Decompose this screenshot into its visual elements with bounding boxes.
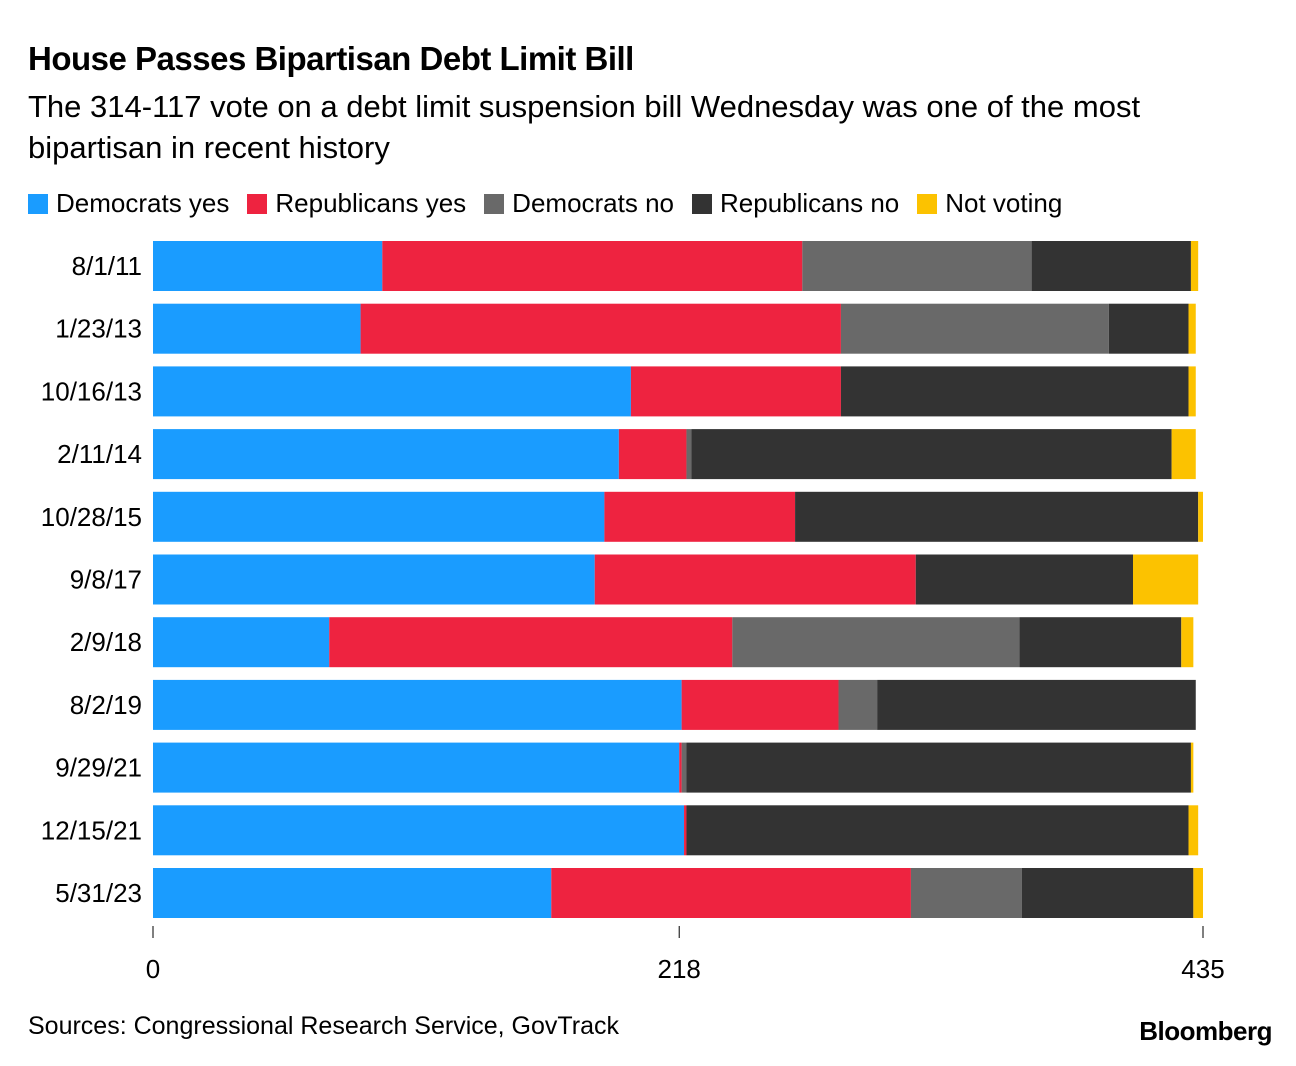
bar-republicans-no-2-11-14: [691, 429, 1172, 480]
category-label: 5/31/23: [55, 878, 142, 908]
bar-republicans-yes-9-29-21: [679, 742, 682, 793]
category-label: 8/2/19: [70, 690, 142, 720]
legend-swatch: [28, 193, 48, 214]
bar-democrats-no-2-11-14: [686, 429, 692, 480]
bar-democrats-no-1-23-13: [840, 303, 1109, 354]
legend-item-not-voting: Not voting: [917, 188, 1062, 219]
bar-republicans-no-10-16-13: [840, 366, 1189, 417]
bar-republicans-no-2-9-18: [1019, 617, 1182, 668]
bar-democrats-yes-2-11-14: [153, 429, 619, 480]
source-note: Sources: Congressional Research Service,…: [28, 1012, 619, 1040]
category-label: 2/11/14: [57, 439, 142, 469]
category-label: 8/1/11: [72, 251, 142, 281]
chart-subtitle: The 314-117 vote on a debt limit suspens…: [28, 89, 1141, 165]
bar-republicans-yes-1-23-13: [360, 303, 841, 354]
x-tick-label: 0: [146, 954, 160, 984]
stacked-bar-chart: 8/1/11 1/23/13 10/16/13 2/11/14 10/28/15 9/8/…: [41, 241, 1225, 984]
bar-democrats-yes-9-29-21: [153, 742, 680, 793]
bar-not-voting-9-8-17: [1133, 554, 1199, 605]
bar-democrats-no-8-2-19: [838, 679, 878, 730]
bar-not-voting-2-11-14: [1171, 429, 1196, 480]
bar-not-voting-10-16-13: [1188, 366, 1196, 417]
legend-label: Republicans no: [720, 188, 900, 218]
legend-label: Democrats yes: [56, 188, 230, 218]
bar-republicans-no-9-8-17: [915, 554, 1133, 605]
legend-label: Democrats no: [512, 188, 675, 218]
bar-republicans-yes-12-15-21: [684, 805, 687, 856]
bar-republicans-no-5-31-23: [1021, 868, 1194, 918]
bar-republicans-no-1-23-13: [1108, 303, 1189, 354]
legend-label: Not voting: [945, 188, 1063, 218]
category-label: 9/29/21: [55, 753, 142, 783]
bar-republicans-no-8-2-19: [877, 679, 1196, 730]
bar-not-voting-5-31-23: [1193, 868, 1203, 918]
bar-democrats-yes-10-16-13: [153, 366, 631, 417]
bar-republicans-yes-8-1-11: [382, 241, 803, 291]
bar-not-voting-2-9-18: [1181, 617, 1194, 668]
bar-republicans-yes-2-9-18: [329, 617, 733, 668]
bar-not-voting-9-29-21: [1190, 742, 1194, 793]
brand-logo: Bloomberg: [1139, 1016, 1272, 1046]
bar-republicans-no-10-28-15: [795, 491, 1199, 542]
legend-swatch: [917, 193, 938, 214]
category-label: 12/15/21: [41, 815, 142, 845]
bar-democrats-yes-8-1-11: [153, 241, 383, 291]
bar-democrats-no-9-29-21: [681, 742, 687, 793]
bar-republicans-yes-10-16-13: [630, 366, 841, 417]
bar-republicans-yes-5-31-23: [551, 868, 911, 918]
bar-republicans-yes-2-11-14: [618, 429, 687, 480]
bar-republicans-yes-9-8-17: [594, 554, 916, 605]
category-label: 10/28/15: [41, 502, 142, 532]
bar-democrats-yes-9-8-17: [153, 554, 595, 605]
bar-democrats-no-8-1-11: [802, 241, 1032, 291]
legend-item-republicans-no: Republicans no: [692, 188, 899, 219]
bar-democrats-yes-1-23-13: [153, 303, 361, 354]
x-tick-label: 435: [1181, 954, 1224, 984]
category-label: 9/8/17: [70, 565, 142, 595]
bar-democrats-yes-10-28-15: [153, 491, 605, 542]
x-tick-label: 218: [658, 954, 701, 984]
bar-republicans-no-12-15-21: [686, 805, 1189, 856]
legend-swatch: [692, 193, 713, 214]
legend-swatch: [247, 193, 268, 214]
bar-republicans-no-8-1-11: [1031, 241, 1191, 291]
legend-swatch: [484, 193, 505, 214]
bar-not-voting-10-28-15: [1198, 491, 1203, 542]
bar-republicans-no-9-29-21: [686, 742, 1191, 793]
legend-item-democrats-no: Democrats no: [484, 188, 674, 219]
bar-democrats-yes-2-9-18: [153, 617, 330, 668]
bar-democrats-no-2-9-18: [732, 617, 1020, 668]
category-label: 1/23/13: [55, 314, 142, 344]
bar-not-voting-12-15-21: [1188, 805, 1199, 856]
bar-democrats-yes-5-31-23: [153, 868, 552, 918]
bar-democrats-no-5-31-23: [910, 868, 1022, 918]
bar-republicans-yes-8-2-19: [681, 679, 839, 730]
category-label: 10/16/13: [41, 376, 142, 406]
legend-label: Republicans yes: [275, 188, 467, 218]
legend-item-democrats-yes: Democrats yes: [28, 188, 229, 219]
legend: Democrats yes Republicans yes Democrats …: [28, 188, 1080, 219]
bar-democrats-yes-12-15-21: [153, 805, 685, 856]
chart-title: House Passes Bipartisan Debt Limit Bill: [28, 40, 634, 77]
bar-not-voting-1-23-13: [1188, 303, 1196, 354]
bar-republicans-yes-10-28-15: [604, 491, 796, 542]
legend-item-republicans-yes: Republicans yes: [247, 188, 466, 219]
bar-democrats-yes-8-2-19: [153, 679, 682, 730]
category-label: 2/9/18: [70, 627, 142, 657]
bar-not-voting-8-1-11: [1190, 241, 1199, 291]
